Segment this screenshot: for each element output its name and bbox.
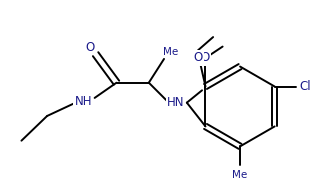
Text: NH: NH	[74, 95, 92, 108]
Text: Me: Me	[232, 170, 248, 179]
Text: Cl: Cl	[299, 80, 311, 93]
Text: O: O	[201, 52, 210, 64]
Text: O: O	[85, 41, 95, 54]
Text: Me: Me	[163, 47, 178, 57]
Text: O: O	[193, 52, 203, 64]
Text: HN: HN	[167, 96, 184, 109]
